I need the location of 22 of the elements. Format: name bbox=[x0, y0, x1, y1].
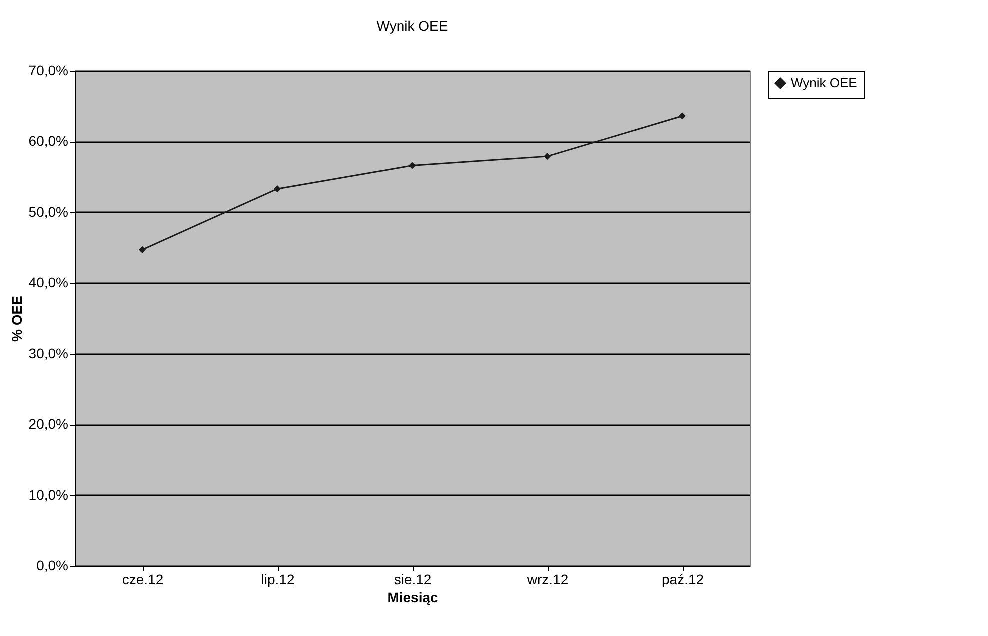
y-tick-label: 40,0% bbox=[28, 274, 68, 291]
y-tick-label: 50,0% bbox=[28, 204, 68, 220]
point bbox=[138, 246, 146, 254]
y-tick-label: 60,0% bbox=[28, 133, 68, 150]
point bbox=[274, 186, 282, 193]
point bbox=[408, 162, 416, 170]
y-axis-title: % OEE bbox=[8, 296, 25, 342]
chart-title: Wynik OEE bbox=[376, 18, 448, 34]
x-tick-label: wrz.12 bbox=[526, 572, 569, 588]
legend-label: Wynik OEE bbox=[791, 76, 858, 90]
x-axis-title: Miesiąc bbox=[388, 590, 439, 606]
x-tick-label: sie.12 bbox=[394, 572, 432, 588]
point bbox=[678, 112, 686, 120]
y-tick-label: 0,0% bbox=[36, 558, 68, 574]
y-tick-label: 10,0% bbox=[28, 486, 68, 503]
x-tick-label: lip.12 bbox=[261, 572, 295, 588]
point bbox=[544, 153, 552, 160]
x-tick-label: paź.12 bbox=[662, 572, 704, 588]
y-tick-label: 20,0% bbox=[28, 416, 68, 432]
x-tick-label: cze.12 bbox=[122, 572, 164, 588]
y-tick-label: 30,0% bbox=[28, 345, 68, 362]
y-tick-label: 70,0% bbox=[28, 62, 68, 78]
